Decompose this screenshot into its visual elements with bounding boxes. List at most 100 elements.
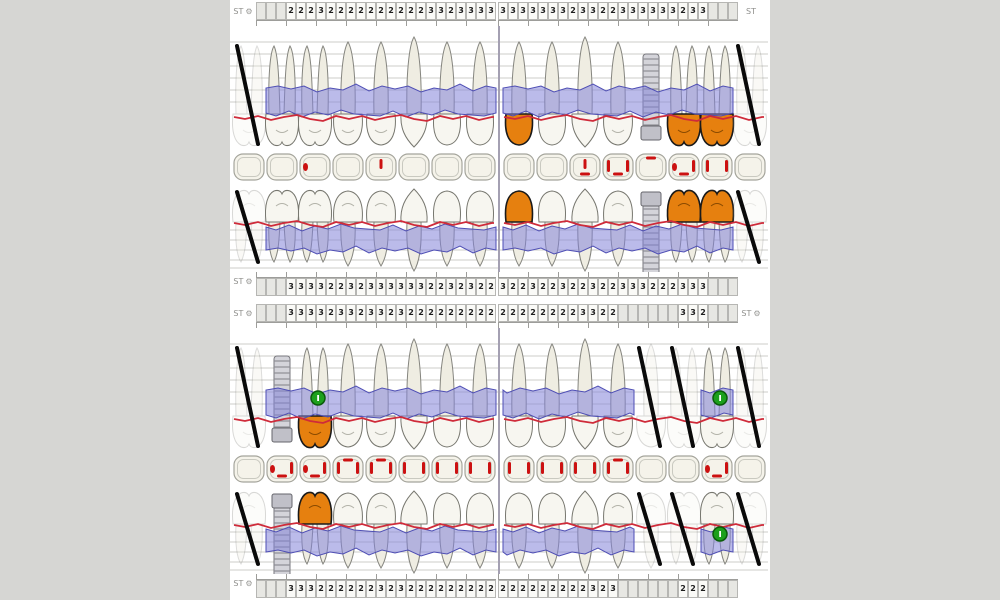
st-value-cell[interactable] [708,2,718,20]
st-value-cell[interactable] [256,580,266,598]
st-value-cell[interactable]: 3 [648,2,658,20]
st-value-cell[interactable]: 2 [598,304,608,322]
st-value-cell[interactable] [618,580,628,598]
st-value-cell[interactable] [708,278,718,296]
st-value-cell[interactable]: 3 [628,278,638,296]
st-value-cell[interactable]: 2 [406,2,416,20]
st-value-cell[interactable]: 2 [416,2,426,20]
st-value-cell[interactable] [718,2,728,20]
occlusal-surface-7[interactable] [701,455,733,483]
st-value-cell[interactable]: 2 [498,304,508,322]
st-value-cell[interactable]: 2 [336,580,346,598]
quadrant-upper-left[interactable] [230,26,498,272]
st-value-cell[interactable]: 2 [386,304,396,322]
st-value-cell[interactable]: 3 [466,278,476,296]
st-value-cell[interactable]: 3 [618,2,628,20]
st-value-cell[interactable]: 3 [498,2,508,20]
st-value-cell[interactable]: 2 [456,580,466,598]
st-value-cell[interactable]: 3 [668,2,678,20]
st-value-cell[interactable] [668,304,678,322]
gear-icon[interactable]: ⚙ [753,308,761,318]
st-value-cell[interactable] [266,278,276,296]
st-value-cell[interactable] [256,278,266,296]
st-value-cell[interactable]: 3 [346,304,356,322]
st-value-cell[interactable]: 3 [618,278,628,296]
occlusal-surface-3[interactable] [299,455,331,483]
st-value-cell[interactable]: 2 [688,580,698,598]
quadrant-upper-right[interactable] [500,26,768,272]
st-value-cell[interactable]: 2 [508,278,518,296]
st-value-cell[interactable]: 3 [688,278,698,296]
st-value-cell[interactable] [276,580,286,598]
occlusal-surface-3[interactable] [569,455,601,483]
st-value-cell[interactable]: 2 [356,2,366,20]
st-value-cell[interactable]: 2 [508,304,518,322]
st-value-cell[interactable] [668,580,678,598]
occlusal-surface-2[interactable] [266,455,298,483]
occlusal-surface-5[interactable] [635,153,667,181]
gear-icon[interactable]: ⚙ [245,6,253,16]
st-value-cell[interactable] [708,304,718,322]
st-value-cell[interactable] [266,2,276,20]
st-value-cell[interactable]: 2 [538,580,548,598]
st-value-cell[interactable]: 2 [528,580,538,598]
st-value-cell[interactable]: 3 [578,304,588,322]
st-value-cell[interactable]: 2 [568,2,578,20]
st-value-cell[interactable]: 2 [386,580,396,598]
st-value-cell[interactable]: 2 [498,580,508,598]
st-value-cell[interactable]: 2 [476,304,486,322]
st-value-cell[interactable]: 2 [678,580,688,598]
st-value-cell[interactable]: 3 [498,278,508,296]
st-value-cell[interactable]: 2 [306,2,316,20]
st-value-cell[interactable]: 2 [426,304,436,322]
st-value-cell[interactable]: 2 [598,580,608,598]
occlusal-surface-4[interactable] [332,153,364,181]
st-value-cell[interactable]: 2 [416,580,426,598]
st-value-cell[interactable] [628,304,638,322]
st-value-cell[interactable] [718,580,728,598]
green-marker[interactable] [712,390,728,406]
st-value-cell[interactable]: 3 [396,304,406,322]
st-value-cell[interactable] [276,2,286,20]
occlusal-surface-8[interactable] [464,455,496,483]
st-value-cell[interactable]: 2 [518,580,528,598]
st-value-cell[interactable]: 2 [678,2,688,20]
st-value-cell[interactable]: 3 [376,278,386,296]
st-value-cell[interactable] [708,580,718,598]
st-value-cell[interactable]: 3 [296,304,306,322]
st-value-cell[interactable]: 3 [386,278,396,296]
st-value-cell[interactable]: 2 [426,278,436,296]
st-value-cell[interactable] [658,304,668,322]
st-value-cell[interactable]: 3 [608,580,618,598]
occlusal-surface-6[interactable] [398,153,430,181]
st-value-cell[interactable] [728,2,738,20]
st-value-cell[interactable]: 3 [476,2,486,20]
st-value-cell[interactable]: 2 [326,580,336,598]
st-value-cell[interactable]: 3 [396,278,406,296]
st-value-cell[interactable]: 3 [528,2,538,20]
st-value-cell[interactable]: 3 [538,2,548,20]
occlusal-surface-5[interactable] [365,153,397,181]
st-value-cell[interactable]: 2 [406,580,416,598]
st-value-cell[interactable]: 2 [658,278,668,296]
st-value-cell[interactable]: 2 [528,304,538,322]
st-value-cell[interactable]: 2 [548,304,558,322]
occlusal-surface-3[interactable] [299,153,331,181]
occlusal-surface-1[interactable] [233,153,265,181]
st-value-cell[interactable]: 3 [678,304,688,322]
occlusal-surface-1[interactable] [233,455,265,483]
st-value-cell[interactable]: 2 [366,580,376,598]
st-value-cell[interactable]: 2 [476,580,486,598]
st-value-cell[interactable]: 2 [698,580,708,598]
st-value-cell[interactable] [718,278,728,296]
st-value-cell[interactable]: 3 [486,2,496,20]
st-value-cell[interactable]: 2 [386,2,396,20]
st-value-cell[interactable]: 2 [426,580,436,598]
st-value-cell[interactable]: 2 [518,304,528,322]
st-value-cell[interactable]: 3 [588,580,598,598]
st-value-cell[interactable]: 3 [306,304,316,322]
st-value-cell[interactable]: 2 [296,2,306,20]
st-value-cell[interactable]: 3 [376,304,386,322]
occlusal-surface-8[interactable] [464,153,496,181]
tooth-row1-3[interactable] [298,45,332,147]
